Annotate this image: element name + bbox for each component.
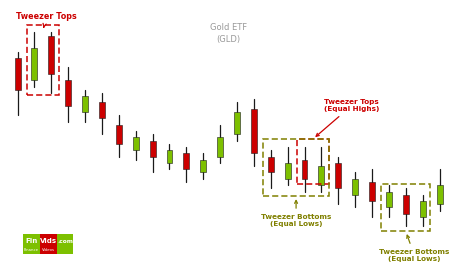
Bar: [403, 195, 409, 214]
Bar: [57, 234, 73, 253]
Bar: [31, 48, 37, 80]
Bar: [301, 160, 308, 179]
Bar: [352, 179, 358, 195]
Bar: [251, 109, 257, 153]
Bar: [437, 185, 443, 204]
Text: Videos: Videos: [42, 248, 55, 252]
Text: Tweezer Bottoms
(Equal Lows): Tweezer Bottoms (Equal Lows): [379, 235, 449, 262]
Bar: [369, 182, 375, 201]
Bar: [297, 139, 329, 184]
Bar: [82, 96, 88, 112]
Bar: [335, 163, 341, 188]
Bar: [263, 139, 329, 196]
Bar: [150, 141, 155, 156]
Bar: [419, 201, 426, 217]
Bar: [40, 234, 57, 253]
Bar: [23, 234, 39, 253]
Bar: [48, 36, 55, 74]
Bar: [386, 192, 392, 207]
Bar: [201, 160, 206, 172]
Bar: [99, 102, 105, 118]
Bar: [15, 58, 20, 90]
Bar: [268, 156, 273, 172]
Text: Gold ETF
(GLD): Gold ETF (GLD): [210, 23, 247, 44]
Bar: [116, 125, 122, 144]
Bar: [381, 184, 430, 231]
Text: Tweezer Bottoms
(Equal Lows): Tweezer Bottoms (Equal Lows): [261, 201, 331, 227]
Text: Tweezer Tops: Tweezer Tops: [16, 12, 77, 27]
Bar: [65, 80, 71, 106]
Text: .com: .com: [57, 239, 73, 244]
Bar: [217, 138, 223, 156]
Bar: [234, 112, 240, 134]
Bar: [166, 150, 173, 163]
Bar: [285, 163, 291, 179]
Bar: [133, 138, 139, 150]
Text: Tweezer Tops
(Equal Highs): Tweezer Tops (Equal Highs): [316, 99, 380, 136]
Bar: [183, 153, 189, 169]
Text: Vids: Vids: [40, 238, 57, 244]
Bar: [27, 24, 59, 94]
Text: Fin: Fin: [25, 238, 37, 244]
Text: Finance: Finance: [24, 248, 38, 252]
Bar: [319, 166, 324, 185]
